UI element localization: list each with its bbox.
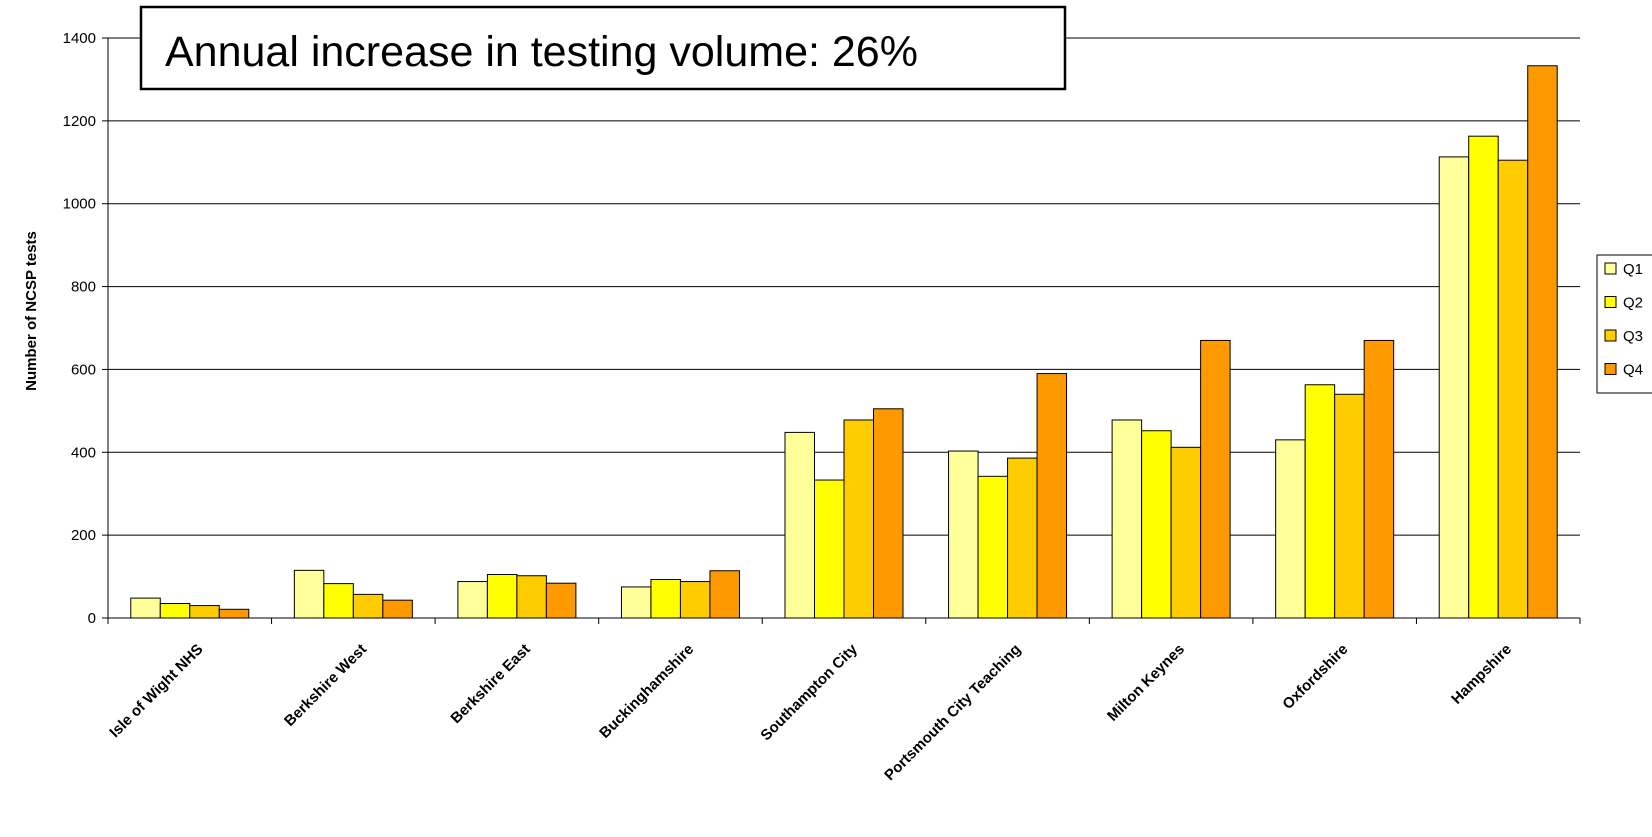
bar-q1	[293, 569, 325, 619]
legend-swatch-q3	[1604, 329, 1617, 342]
bar-q3	[843, 419, 874, 619]
bar-q2	[977, 475, 1009, 619]
legend-swatch-q1	[1604, 262, 1617, 275]
bar-q3	[1497, 159, 1529, 619]
legend-label-q2: Q2	[1623, 295, 1643, 312]
y-tick-label: 800	[71, 279, 96, 296]
legend-label-q1: Q1	[1623, 261, 1643, 278]
legend: Q1 Q2 Q3 Q4	[1596, 254, 1652, 394]
bar-q3	[1007, 457, 1038, 619]
bar-q3	[352, 593, 384, 619]
bar-q1	[130, 597, 161, 619]
bar-q2	[1304, 384, 1336, 619]
y-axis-label: Number of NCSP tests	[23, 231, 40, 391]
bar-q1	[784, 431, 815, 619]
bar-q1	[1111, 419, 1143, 619]
y-tick-label: 1200	[63, 113, 96, 130]
bar-q3	[679, 581, 711, 619]
legend-label-q4: Q4	[1623, 362, 1643, 379]
bar-q4	[709, 570, 740, 619]
bar-q3	[1170, 446, 1202, 619]
bars	[130, 65, 1558, 619]
bar-q4	[1036, 373, 1068, 619]
y-tick-label: 1400	[63, 30, 96, 47]
bar-q4	[382, 599, 413, 619]
bar-q2	[486, 574, 518, 619]
y-tick-label: 200	[71, 527, 96, 544]
y-tick-label: 1000	[63, 196, 96, 213]
x-tick-label: Isle of Wight NHS	[106, 641, 206, 741]
bar-q2	[650, 578, 681, 619]
bar-q1	[457, 581, 488, 619]
bar-q2	[1141, 430, 1172, 619]
x-tick-label: Berkshire East	[447, 641, 533, 727]
x-tick-label: Berkshire West	[281, 641, 370, 730]
legend-swatch-q4	[1604, 363, 1617, 375]
bar-q1	[620, 586, 652, 619]
y-tick-label: 600	[71, 361, 96, 378]
x-tick-label: Portsmouth City Teaching	[881, 641, 1024, 784]
x-tick-label: Hampshire	[1448, 641, 1515, 708]
bar-q1	[1275, 439, 1306, 619]
bar-q2	[323, 583, 354, 619]
y-tick-label: 400	[71, 444, 96, 461]
bar-q2	[814, 479, 845, 619]
bar-q4	[1200, 339, 1231, 619]
bar-q3	[516, 575, 547, 619]
bar-q4	[218, 608, 250, 619]
x-tick-label: Southampton City	[757, 640, 861, 744]
bar-q4	[1527, 65, 1558, 619]
legend-label-q3: Q3	[1623, 328, 1643, 345]
axes	[102, 37, 1581, 624]
x-tick-label: Oxfordshire	[1279, 641, 1351, 713]
annotation-text: Annual increase in testing volume: 26%	[165, 28, 918, 76]
bar-q4	[1363, 339, 1395, 619]
bar-q3	[189, 605, 220, 619]
legend-swatch-q2	[1604, 296, 1617, 308]
bar-q3	[1334, 393, 1365, 619]
y-tick-label: 0	[88, 610, 96, 627]
bar-q4	[545, 582, 577, 619]
annotation-box: Annual increase in testing volume: 26%	[139, 5, 1067, 91]
tick-labels: 0 200 400 600 800 1000 1200 1400 Isle of Wight N…	[63, 30, 1515, 784]
bar-q2	[159, 603, 191, 619]
bar-q1	[1438, 156, 1470, 619]
x-tick-label: Buckinghamshire	[596, 641, 697, 742]
bar-q1	[948, 450, 979, 619]
x-tick-label: Milton Keynes	[1104, 641, 1188, 725]
bar-q4	[873, 408, 904, 619]
bar-q2	[1468, 135, 1499, 619]
